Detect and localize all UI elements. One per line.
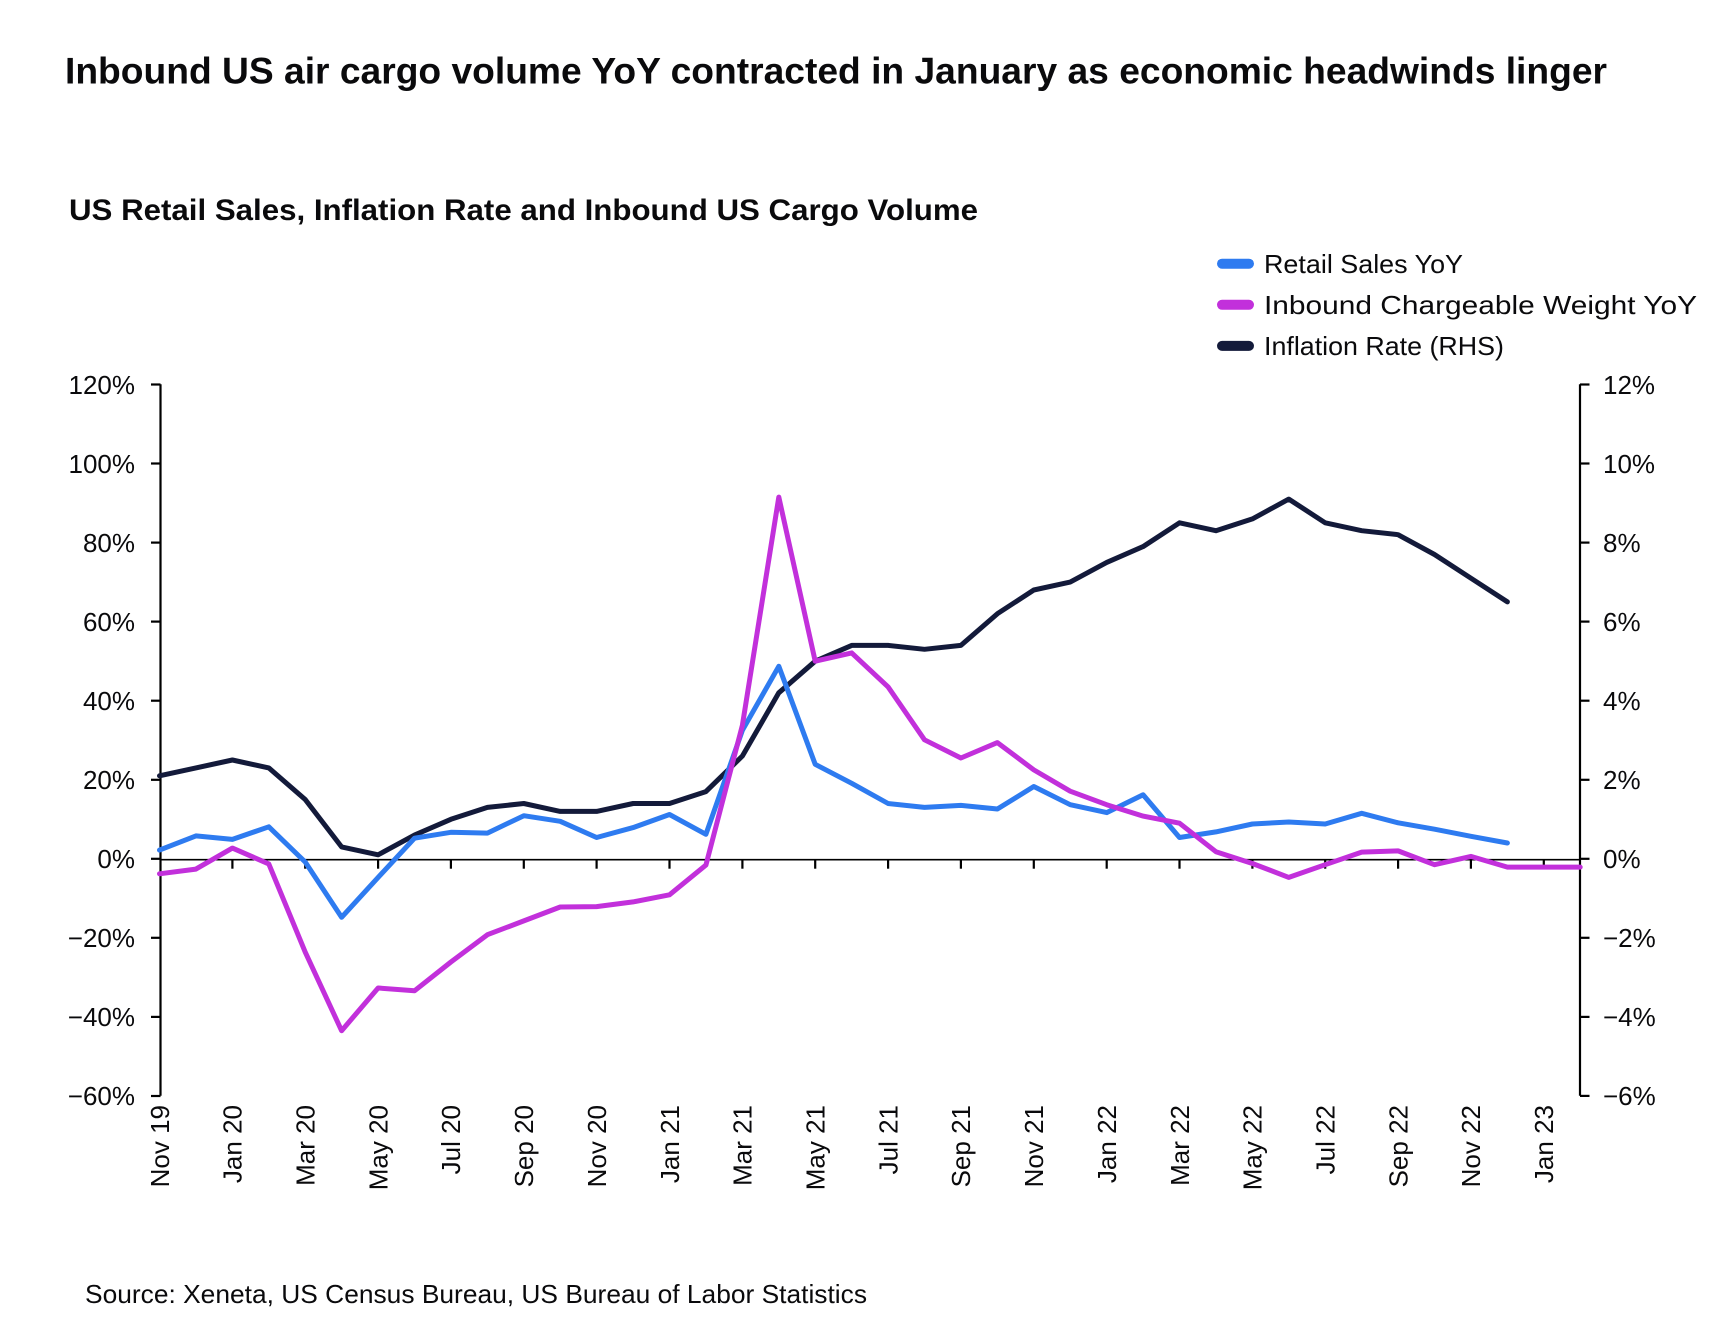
svg-text:Mar 21: Mar 21 <box>728 1105 758 1186</box>
svg-text:May 21: May 21 <box>801 1105 831 1190</box>
svg-text:Sep 21: Sep 21 <box>946 1105 976 1187</box>
svg-text:Mar 22: Mar 22 <box>1165 1105 1195 1186</box>
svg-text:US Retail Sales, Inflation Rat: US Retail Sales, Inflation Rate and Inbo… <box>69 194 978 227</box>
svg-text:120%: 120% <box>69 370 136 400</box>
svg-text:Retail Sales YoY: Retail Sales YoY <box>1264 249 1463 279</box>
svg-text:Sep 20: Sep 20 <box>509 1105 539 1187</box>
svg-text:−60%: −60% <box>68 1081 135 1111</box>
svg-text:Jan 23: Jan 23 <box>1529 1105 1559 1183</box>
svg-text:2%: 2% <box>1603 765 1641 795</box>
svg-text:−2%: −2% <box>1603 923 1656 953</box>
svg-text:−6%: −6% <box>1603 1081 1656 1111</box>
svg-text:Nov 20: Nov 20 <box>582 1105 612 1187</box>
svg-text:Source: Xeneta, US Census Bure: Source: Xeneta, US Census Bureau, US Bur… <box>85 1279 867 1309</box>
svg-text:0%: 0% <box>97 844 135 874</box>
svg-text:−40%: −40% <box>68 1002 135 1032</box>
svg-text:−4%: −4% <box>1603 1002 1656 1032</box>
svg-text:10%: 10% <box>1603 449 1655 479</box>
svg-text:May 20: May 20 <box>363 1105 393 1190</box>
svg-text:Jul 20: Jul 20 <box>436 1105 466 1174</box>
svg-text:20%: 20% <box>83 765 135 795</box>
svg-text:Inbound Chargeable Weight YoY: Inbound Chargeable Weight YoY <box>1264 290 1697 320</box>
svg-text:Sep 22: Sep 22 <box>1383 1105 1413 1187</box>
svg-text:Mar 20: Mar 20 <box>291 1105 321 1186</box>
svg-text:Nov 19: Nov 19 <box>145 1105 175 1187</box>
svg-text:Inbound US air cargo volume Yo: Inbound US air cargo volume YoY contract… <box>65 51 1607 92</box>
svg-text:Jan 22: Jan 22 <box>1092 1105 1122 1183</box>
svg-text:Nov 22: Nov 22 <box>1456 1105 1486 1187</box>
svg-text:−20%: −20% <box>68 923 135 953</box>
svg-text:0%: 0% <box>1603 844 1641 874</box>
svg-text:12%: 12% <box>1603 370 1655 400</box>
svg-text:6%: 6% <box>1603 607 1641 637</box>
svg-text:Jul 22: Jul 22 <box>1311 1105 1341 1174</box>
svg-text:100%: 100% <box>69 449 136 479</box>
svg-text:60%: 60% <box>83 607 135 637</box>
svg-text:4%: 4% <box>1603 686 1641 716</box>
svg-text:May 22: May 22 <box>1238 1105 1268 1190</box>
svg-text:Jan 20: Jan 20 <box>218 1105 248 1183</box>
svg-text:Inflation Rate (RHS): Inflation Rate (RHS) <box>1264 331 1504 361</box>
svg-text:8%: 8% <box>1603 528 1641 558</box>
svg-text:Jul 21: Jul 21 <box>873 1105 903 1174</box>
svg-text:40%: 40% <box>83 686 135 716</box>
svg-text:80%: 80% <box>83 528 135 558</box>
svg-text:Jan 21: Jan 21 <box>655 1105 685 1183</box>
svg-text:Nov 21: Nov 21 <box>1019 1105 1049 1187</box>
